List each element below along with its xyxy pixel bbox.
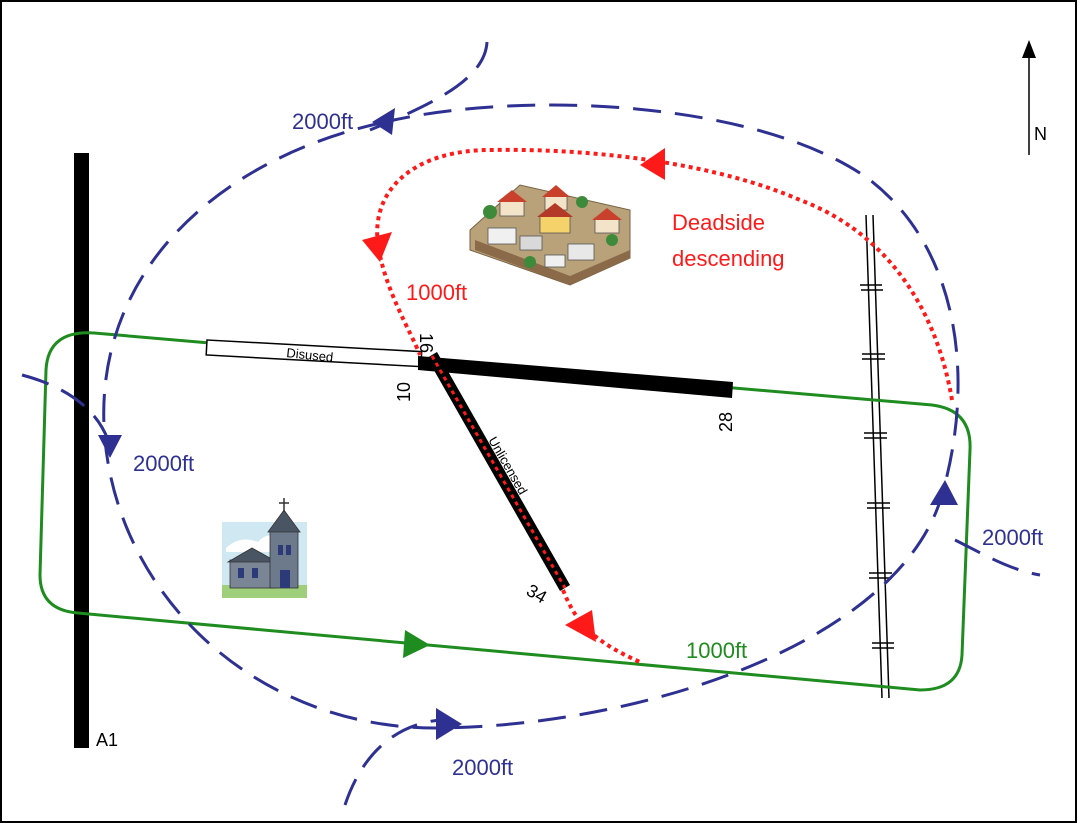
green-1000ft-label: 1000ft (686, 638, 747, 663)
red-arrow-icon-left (362, 232, 392, 262)
blue-2000ft-top-label: 2000ft (292, 109, 353, 134)
blue-arrow-icon-right (930, 480, 958, 505)
blue-2000ft-right-label: 2000ft (982, 525, 1043, 550)
runway-10-28 (418, 356, 733, 398)
railway (860, 214, 894, 699)
road-a1 (74, 153, 89, 748)
church-icon (222, 498, 307, 598)
houses-icon (469, 184, 631, 286)
blue-circuit (21, 41, 1041, 806)
runway-end-28: 28 (716, 412, 736, 432)
blue-2000ft-bottom-label: 2000ft (452, 755, 513, 780)
runway-16-34 (427, 352, 570, 591)
road-a1-label: A1 (96, 730, 118, 750)
runway-end-34: 34 (523, 580, 550, 607)
deadside-label-line2: descending (672, 246, 785, 271)
north-arrow-icon (1022, 40, 1036, 155)
runway-end-10: 10 (394, 382, 414, 402)
red-descent-path (375, 147, 954, 664)
runway-disused-label: Disused (286, 345, 334, 365)
blue-arrow-icon-bottom (436, 708, 462, 740)
red-arrow-icon-bottom (565, 610, 596, 642)
runway-end-16: 16 (416, 333, 436, 353)
blue-arrow-icon-top (372, 108, 395, 135)
deadside-label-line1: Deadside (672, 210, 765, 235)
red-1000ft-label: 1000ft (406, 280, 467, 305)
green-circuit (38, 331, 972, 692)
north-label: N (1034, 124, 1047, 144)
blue-2000ft-left-label: 2000ft (133, 451, 194, 476)
blue-arrow-icon-left (98, 435, 122, 458)
red-arrow-icon-top (640, 148, 665, 180)
green-arrow-icon (403, 630, 430, 658)
